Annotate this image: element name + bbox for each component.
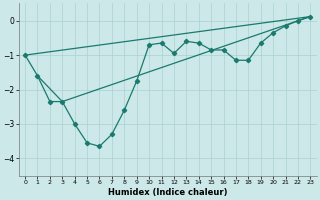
X-axis label: Humidex (Indice chaleur): Humidex (Indice chaleur) — [108, 188, 228, 197]
